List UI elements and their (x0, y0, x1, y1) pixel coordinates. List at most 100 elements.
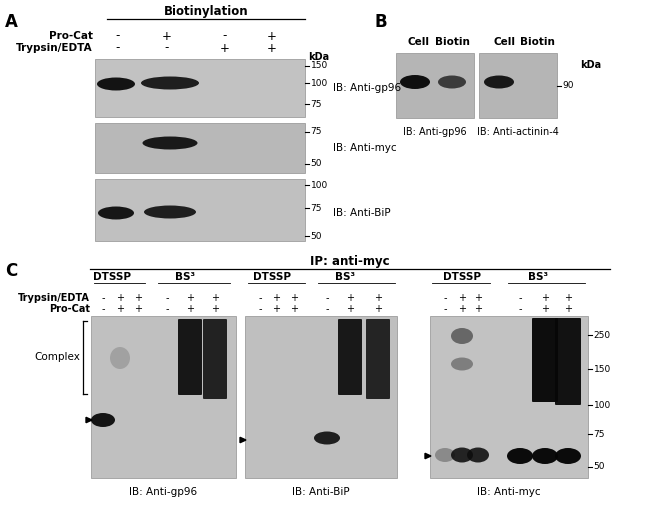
Text: Trypsin/EDTA: Trypsin/EDTA (16, 43, 93, 53)
Text: 150: 150 (593, 365, 611, 374)
Text: IP: anti-myc: IP: anti-myc (310, 255, 390, 268)
Ellipse shape (91, 413, 115, 427)
Text: A: A (5, 13, 18, 31)
Text: +: + (564, 293, 572, 303)
Text: 75: 75 (311, 100, 322, 109)
Bar (91, 316, 236, 478)
Text: -: - (325, 293, 329, 303)
Ellipse shape (144, 206, 196, 218)
Text: +: + (541, 293, 549, 303)
FancyBboxPatch shape (555, 318, 581, 405)
Text: kDa: kDa (580, 60, 601, 70)
Text: +: + (162, 29, 172, 43)
Text: IB: Anti-myc: IB: Anti-myc (477, 487, 541, 497)
Text: Biotin: Biotin (519, 37, 554, 47)
Text: BS³: BS³ (335, 272, 355, 282)
Text: kDa: kDa (308, 52, 329, 62)
Text: +: + (541, 304, 549, 314)
Text: -: - (165, 42, 169, 54)
FancyBboxPatch shape (178, 319, 202, 395)
Ellipse shape (451, 358, 473, 370)
Text: +: + (186, 293, 194, 303)
Ellipse shape (451, 328, 473, 344)
Text: BS³: BS³ (175, 272, 195, 282)
FancyBboxPatch shape (366, 319, 390, 399)
Text: +: + (474, 293, 482, 303)
Text: 50: 50 (311, 160, 322, 169)
Text: Cell: Cell (407, 37, 429, 47)
Text: 100: 100 (593, 401, 611, 409)
Text: -: - (518, 293, 522, 303)
Ellipse shape (484, 76, 514, 88)
Ellipse shape (98, 206, 134, 219)
Text: DTSSP: DTSSP (253, 272, 291, 282)
Text: Biotinylation: Biotinylation (164, 5, 248, 18)
Text: +: + (458, 293, 466, 303)
FancyBboxPatch shape (532, 318, 558, 402)
Text: +: + (474, 304, 482, 314)
Text: IB: Anti-gp96: IB: Anti-gp96 (403, 127, 467, 137)
Text: +: + (374, 293, 382, 303)
Text: 50: 50 (311, 232, 322, 241)
Text: DTSSP: DTSSP (443, 272, 481, 282)
Text: IB: Anti-actinin-4: IB: Anti-actinin-4 (477, 127, 559, 137)
Text: 250: 250 (593, 331, 610, 340)
Text: -: - (518, 304, 522, 314)
Ellipse shape (438, 76, 466, 88)
Text: 75: 75 (593, 430, 605, 439)
Text: +: + (374, 304, 382, 314)
Text: -: - (258, 304, 262, 314)
Text: -: - (116, 29, 120, 43)
Text: Biotin: Biotin (435, 37, 469, 47)
Ellipse shape (451, 448, 473, 462)
Bar (245, 316, 397, 478)
Text: 75: 75 (311, 128, 322, 137)
Bar (95, 123, 305, 173)
Text: +: + (220, 42, 230, 54)
Text: 100: 100 (311, 181, 328, 189)
Text: IB: Anti-gp96: IB: Anti-gp96 (333, 83, 401, 93)
Text: -: - (116, 42, 120, 54)
Text: IB: Anti-BiP: IB: Anti-BiP (333, 208, 391, 218)
Text: +: + (267, 29, 277, 43)
Ellipse shape (467, 448, 489, 462)
Text: +: + (267, 42, 277, 54)
Text: +: + (564, 304, 572, 314)
Text: 150: 150 (311, 61, 328, 71)
Text: IB: Anti-myc: IB: Anti-myc (333, 143, 396, 153)
Text: -: - (165, 304, 169, 314)
Text: 100: 100 (311, 79, 328, 88)
Text: Trypsin/EDTA: Trypsin/EDTA (18, 293, 90, 303)
Polygon shape (425, 453, 431, 459)
Ellipse shape (555, 448, 581, 464)
Text: +: + (134, 293, 142, 303)
Text: DTSSP: DTSSP (93, 272, 131, 282)
Text: +: + (272, 293, 280, 303)
Text: B: B (375, 13, 387, 31)
Bar (95, 59, 305, 117)
Ellipse shape (507, 448, 533, 464)
Text: 90: 90 (562, 81, 574, 90)
Bar (95, 179, 305, 241)
Text: Complex: Complex (34, 353, 80, 362)
Text: Pro-Cat: Pro-Cat (49, 31, 93, 41)
Text: -: - (223, 29, 227, 43)
Text: Cell: Cell (493, 37, 515, 47)
Text: -: - (101, 304, 105, 314)
Text: +: + (272, 304, 280, 314)
Text: 50: 50 (593, 462, 605, 471)
Text: +: + (290, 293, 298, 303)
Text: +: + (186, 304, 194, 314)
Text: -: - (258, 293, 262, 303)
Ellipse shape (532, 448, 558, 464)
Ellipse shape (314, 431, 340, 444)
FancyBboxPatch shape (203, 319, 227, 399)
Ellipse shape (110, 347, 130, 369)
Ellipse shape (400, 75, 430, 89)
Bar (396, 53, 474, 118)
Text: 75: 75 (311, 204, 322, 213)
Text: BS³: BS³ (528, 272, 548, 282)
Text: -: - (101, 293, 105, 303)
Text: IB: Anti-gp96: IB: Anti-gp96 (129, 487, 198, 497)
Text: -: - (165, 293, 169, 303)
